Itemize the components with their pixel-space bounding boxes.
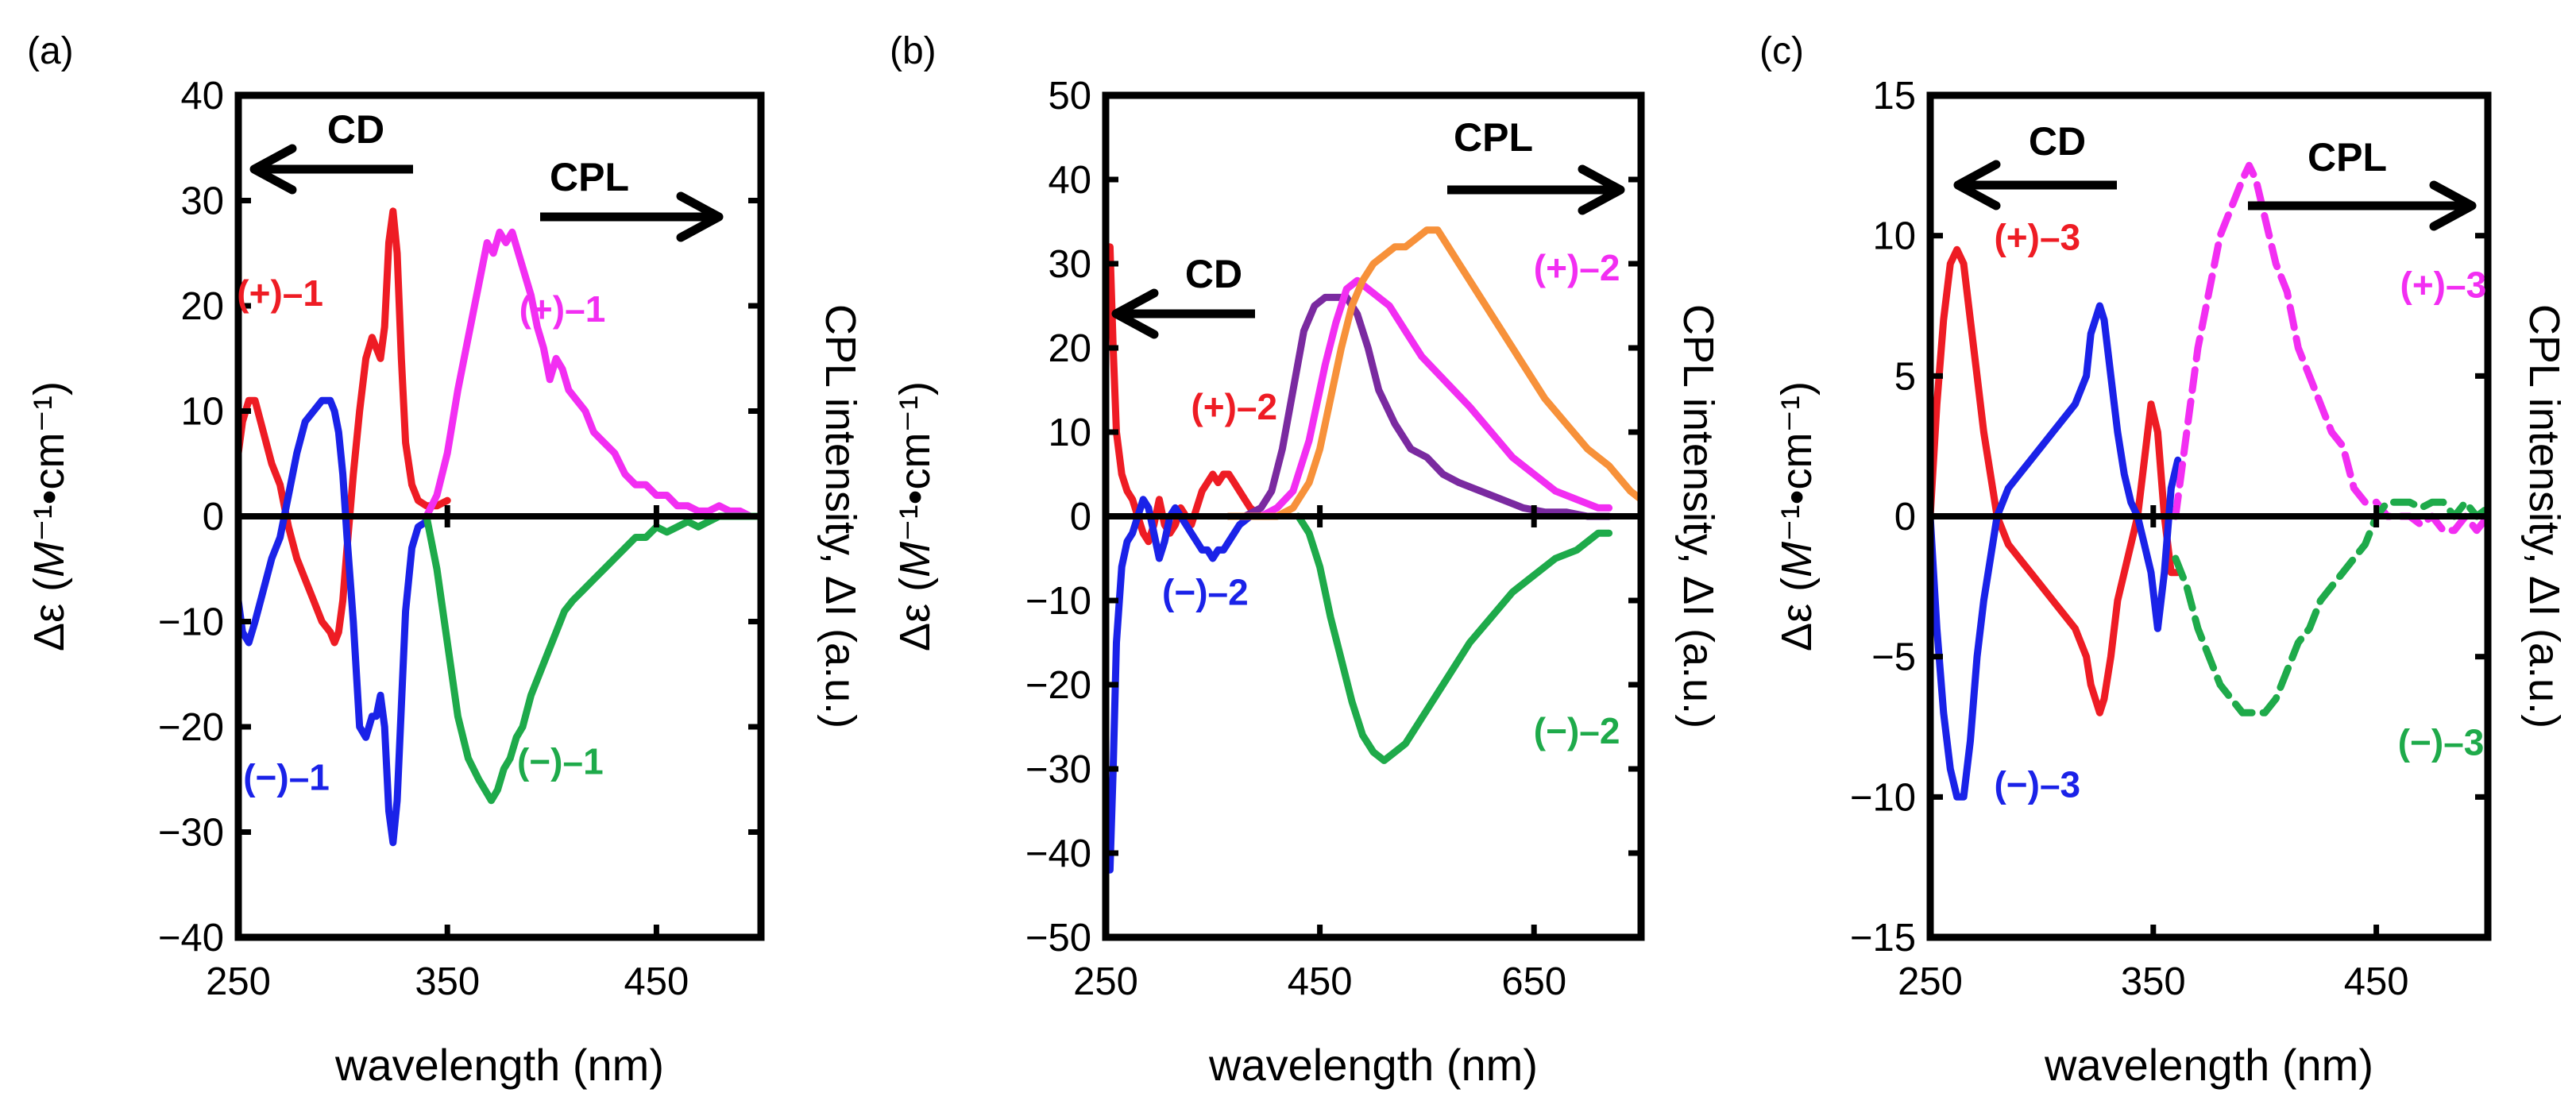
series-label: (+)–3: [1994, 216, 2080, 257]
series-line: [1104, 496, 1270, 874]
y-axis-title: Δε (M⁻¹•cm⁻¹): [25, 381, 73, 651]
y-axis-title: Δε (M⁻¹•cm⁻¹): [1773, 381, 1821, 651]
series-label: (+)–3: [2400, 264, 2487, 305]
y2-axis-title: CPL intensity, ΔI (a.u.): [1674, 304, 1722, 728]
series-line: [1241, 276, 1613, 520]
series-label: (−)–2: [1162, 571, 1249, 612]
panel-c: (c) −15 −10 −5 0 5 10 15 250 350 450 wavelength (nm…: [1759, 30, 2568, 1090]
cd-arrow-head: [1111, 288, 1159, 339]
y-tick-label: 0: [1070, 496, 1091, 539]
cd-arrow-head: [1953, 160, 2001, 210]
y-tick-label: 30: [180, 180, 224, 223]
x-tick-label: 450: [624, 960, 689, 1003]
series-line: [1295, 512, 1613, 764]
series-line: [1225, 226, 1645, 520]
y-tick-label: 15: [1872, 75, 1916, 118]
series-label: (−)–3: [2398, 721, 2485, 763]
y-tick-label: 10: [1048, 411, 1091, 454]
y-tick-label: −40: [158, 917, 224, 960]
cd-arrow-label: CD: [2029, 119, 2086, 164]
x-tick-label: 450: [1288, 960, 1353, 1003]
y-tick-label: 0: [203, 496, 224, 539]
cpl-arrow-label: CPL: [2308, 135, 2387, 180]
series-line: [1926, 245, 2182, 716]
series-label: (+)–2: [1191, 386, 1277, 427]
y-axis-title: Δε (M⁻¹•cm⁻¹): [891, 381, 939, 651]
series-label: (−)–2: [1534, 710, 1620, 751]
series-label: (−)–1: [517, 741, 604, 782]
y-tick-label: 20: [180, 285, 224, 328]
y2-axis-title: CPL intensity, ΔI (a.u.): [2520, 304, 2568, 728]
y-tick-label: −10: [1850, 776, 1916, 819]
x-tick-label: 350: [415, 960, 480, 1003]
cpl-arrow-head: [2429, 180, 2477, 231]
series-line: [423, 512, 765, 805]
y-tick-label: −20: [1025, 664, 1091, 707]
y-tick-label: 40: [180, 75, 224, 118]
y-tick-label: 20: [1048, 327, 1091, 370]
y-tick-label: −20: [158, 706, 224, 749]
series-line: [2172, 498, 2492, 716]
y-tick-label: −30: [158, 812, 224, 855]
x-tick-label: 650: [1501, 960, 1566, 1003]
series-label: (+)–1: [237, 272, 323, 314]
y-tick-label: −40: [1025, 832, 1091, 875]
y-tick-label: −10: [158, 601, 224, 644]
series-label: (+)–2: [1534, 247, 1620, 288]
series-line: [234, 207, 451, 647]
y-tick-label: 40: [1048, 159, 1091, 202]
cpl-arrow-head: [676, 191, 724, 242]
x-tick-label: 250: [1898, 960, 1963, 1003]
x-axis-title: wavelength (nm): [2044, 1040, 2373, 1090]
x-tick-label: 250: [1073, 960, 1138, 1003]
x-tick-label: 450: [2344, 960, 2409, 1003]
series-line: [1104, 243, 1270, 546]
y-tick-label: 30: [1048, 243, 1091, 286]
series-line: [234, 396, 431, 847]
cd-arrow-label: CD: [1185, 252, 1242, 296]
y-tick-label: 10: [1872, 215, 1916, 258]
cpl-arrow-head: [1578, 164, 1625, 215]
y-tick-label: −30: [1025, 748, 1091, 791]
x-axis-title: wavelength (nm): [334, 1040, 664, 1090]
x-axis-title: wavelength (nm): [1208, 1040, 1538, 1090]
y-tick-label: −50: [1025, 917, 1091, 960]
series-line: [423, 228, 765, 520]
y-tick-label: −10: [1025, 580, 1091, 623]
x-tick-label: 250: [206, 960, 271, 1003]
cd-arrow-head: [249, 144, 297, 195]
x-tick-label: 350: [2121, 960, 2186, 1003]
panel-label: (b): [890, 30, 937, 72]
panel-label: (a): [27, 30, 74, 72]
cpl-arrow-label: CPL: [550, 155, 629, 199]
series-label: (+)–1: [519, 288, 606, 330]
y2-axis-title: CPL intensity, ΔI (a.u.): [817, 304, 864, 728]
panel-b: (b) −50 −40 −30 −20 −10 0 10 20 30 40 50 250 450 650 wa…: [890, 30, 1722, 1090]
y-tick-label: 5: [1894, 355, 1916, 398]
y-tick-label: 10: [180, 391, 224, 434]
cpl-arrow-label: CPL: [1454, 115, 1533, 160]
y-tick-label: −15: [1850, 917, 1916, 960]
panel-label: (c): [1759, 30, 1804, 72]
cd-arrow-label: CD: [327, 107, 384, 152]
panel-a: (a) −40 −30 −20 −10 0 10 20 30 40 250 350 450 wavelen…: [25, 30, 864, 1090]
series-label: (−)–3: [1994, 763, 2080, 805]
series-line: [1926, 302, 2182, 801]
y-tick-label: 50: [1048, 75, 1091, 118]
y-tick-label: −5: [1871, 636, 1916, 679]
y-tick-label: 0: [1894, 496, 1916, 539]
series-line: [1225, 293, 1613, 520]
series-label: (−)–1: [243, 757, 330, 798]
